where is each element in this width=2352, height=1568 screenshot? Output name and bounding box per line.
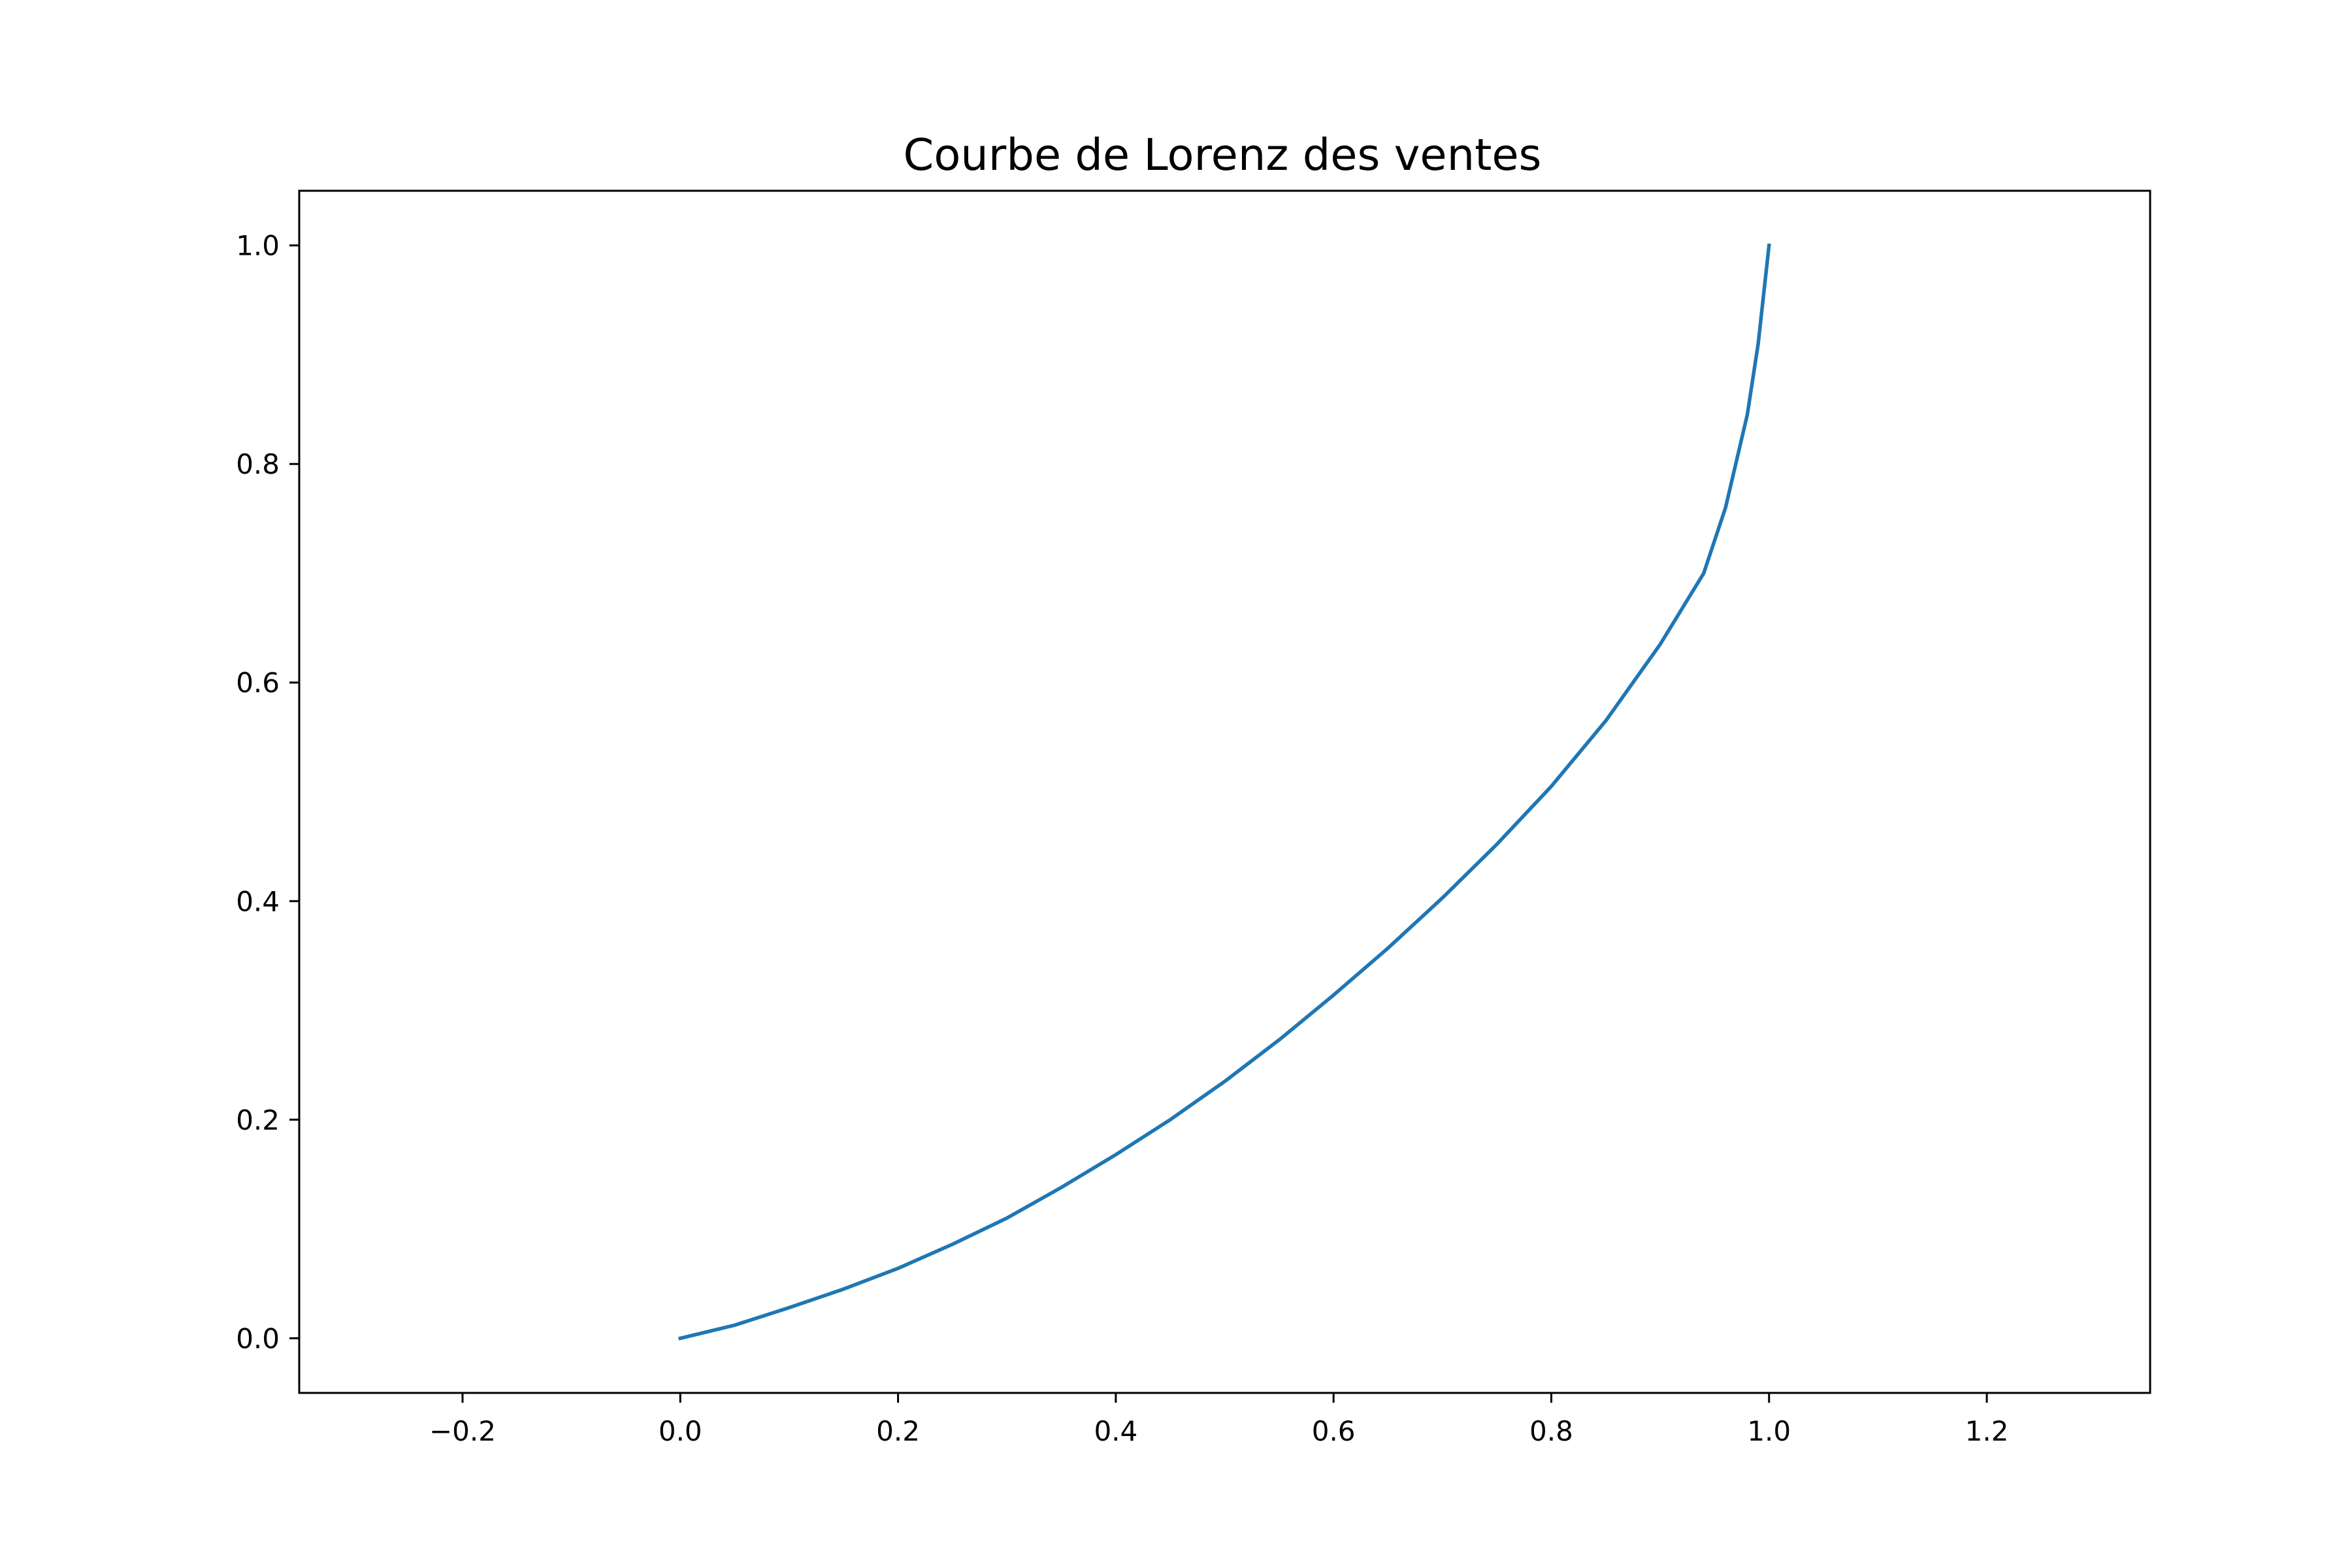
series-layer xyxy=(678,243,1771,1341)
x-tick-label: 0.4 xyxy=(1094,1415,1137,1447)
y-tick-label: 0.6 xyxy=(236,667,280,699)
x-tick-label: 0.6 xyxy=(1312,1415,1356,1447)
x-tick-label: 0.2 xyxy=(876,1415,920,1447)
x-tick-label: 1.2 xyxy=(1965,1415,2009,1447)
y-tick-label: 0.0 xyxy=(236,1322,280,1354)
lorenz-curve-line xyxy=(678,243,1771,1341)
y-tick-label: 1.0 xyxy=(236,230,280,262)
x-tick-label: 1.0 xyxy=(1747,1415,1791,1447)
y-axis: 0.0 0.2 0.4 0.6 0.8 1.0 xyxy=(236,230,299,1354)
x-axis: −0.2 0.0 0.2 0.4 0.6 0.8 1.0 1.2 xyxy=(429,1393,2008,1447)
y-tick-label: 0.2 xyxy=(236,1104,280,1136)
x-tick-label: 0.8 xyxy=(1529,1415,1573,1447)
y-tick-label: 0.4 xyxy=(236,885,280,917)
y-tick-label: 0.8 xyxy=(236,448,280,480)
x-tick-label: −0.2 xyxy=(429,1415,496,1447)
chart-title: Courbe de Lorenz des ventes xyxy=(904,129,1542,180)
plot-area-frame xyxy=(298,189,2151,1394)
x-tick-label: 0.0 xyxy=(659,1415,702,1447)
